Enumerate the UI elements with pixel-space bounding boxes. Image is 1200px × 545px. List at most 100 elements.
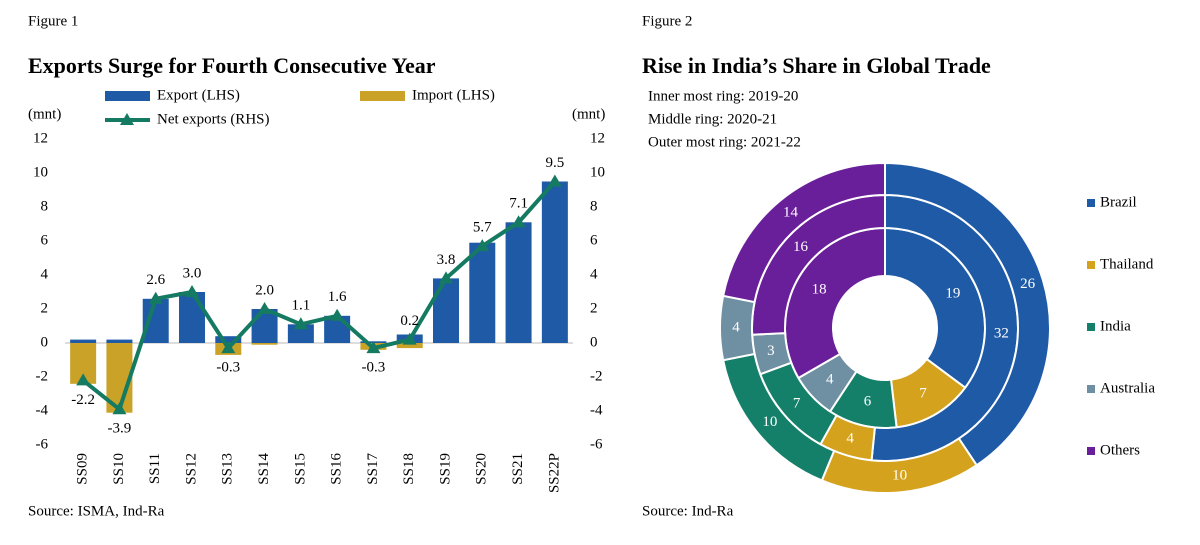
x-tick-label: SS14 (256, 453, 272, 485)
source: Source: Ind-Ra (642, 503, 734, 519)
legend-label: Thailand (1100, 256, 1154, 272)
data-label: 3.8 (437, 252, 456, 268)
x-tick-label: SS11 (147, 453, 163, 484)
bar (541, 181, 568, 343)
legend-label: Import (LHS) (412, 87, 495, 103)
marker (293, 317, 308, 330)
data-label: 7 (793, 395, 801, 411)
data-label: 7 (919, 385, 927, 401)
legend-swatch (1087, 385, 1095, 393)
legend-label: India (1100, 318, 1131, 334)
x-tick-label: SS15 (292, 453, 308, 485)
marker (185, 285, 199, 297)
chart-title: Rise in India’s Share in Global Trade (642, 53, 991, 78)
y-tick-label: 10 (33, 164, 48, 180)
x-tick-label: SS10 (111, 453, 127, 485)
legend-label: Australia (1100, 380, 1155, 396)
bar (106, 339, 133, 343)
marker (112, 402, 127, 415)
data-label: -3.9 (108, 421, 132, 437)
marker (330, 308, 345, 321)
bar (469, 242, 496, 343)
legend-label: Net exports (RHS) (157, 111, 270, 127)
legend-label: Export (LHS) (157, 87, 240, 103)
data-label: 26 (1020, 276, 1036, 292)
x-tick-label: SS16 (329, 453, 345, 485)
bar (433, 278, 459, 343)
ring-label: Inner most ring: 2019-20 (648, 88, 798, 104)
legend-swatch (105, 91, 150, 101)
data-label: 9.5 (545, 155, 564, 171)
data-label: 3 (767, 343, 775, 359)
data-label: -0.3 (216, 360, 240, 376)
data-label: 1.6 (328, 289, 347, 305)
bar (505, 222, 532, 343)
data-label: 3.0 (183, 265, 202, 281)
x-tick-label: SS13 (220, 453, 236, 485)
bar (215, 336, 242, 343)
legend-marker (120, 113, 134, 125)
marker (475, 239, 490, 252)
marker (148, 291, 163, 304)
data-label: 4 (826, 372, 834, 388)
x-tick-label: SS17 (365, 453, 381, 485)
y2-axis-label: (mnt) (572, 106, 605, 122)
y2-tick-label: -4 (590, 402, 603, 418)
bar (179, 292, 205, 343)
marker (76, 373, 91, 386)
legend-swatch (1087, 199, 1095, 207)
data-label: 10 (762, 414, 777, 430)
y2-tick-label: 0 (590, 334, 598, 350)
y2-tick-label: 8 (590, 198, 598, 214)
net-line (81, 180, 557, 413)
x-tick-label: SS20 (474, 453, 490, 485)
data-label: 0.2 (400, 313, 419, 329)
y2-tick-label: 2 (590, 300, 598, 316)
y-tick-label: 2 (41, 300, 49, 316)
y-tick-label: 6 (41, 232, 49, 248)
legend-label: Others (1100, 442, 1140, 458)
x-tick-label: SS09 (75, 453, 91, 485)
y2-tick-label: 10 (590, 164, 605, 180)
y-tick-label: -4 (36, 402, 49, 418)
marker (221, 341, 236, 354)
data-label: 19 (945, 285, 960, 301)
y2-tick-label: 4 (590, 266, 598, 282)
y-axis-label: (mnt) (28, 106, 61, 122)
y-tick-label: 8 (41, 198, 49, 214)
chart-title: Exports Surge for Fourth Consecutive Yea… (28, 53, 436, 78)
figure-label: Figure 2 (642, 13, 692, 29)
y-tick-label: 4 (41, 266, 49, 282)
x-tick-label: SS22P (546, 453, 562, 493)
ring-label: Middle ring: 2020-21 (648, 111, 777, 127)
legend-swatch (1087, 447, 1095, 455)
data-label: 7.1 (509, 196, 528, 212)
legend-swatch (1087, 323, 1095, 331)
data-label: 32 (994, 325, 1009, 341)
data-label: 14 (783, 204, 799, 220)
marker (366, 341, 381, 354)
data-label: 5.7 (473, 220, 492, 236)
marker (439, 271, 453, 284)
x-tick-label: SS19 (437, 453, 453, 485)
data-label: 4 (732, 319, 740, 335)
data-label: 4 (846, 431, 854, 447)
y2-tick-label: 6 (590, 232, 598, 248)
y-tick-label: 0 (41, 334, 49, 350)
data-label: -2.2 (71, 392, 95, 408)
y-tick-label: 12 (33, 130, 48, 146)
x-tick-label: SS21 (510, 453, 526, 485)
ring-label: Outer most ring: 2021-22 (648, 134, 801, 150)
marker (402, 332, 417, 345)
data-label: 2.0 (255, 282, 274, 298)
legend-swatch (360, 91, 405, 101)
data-label: 2.6 (146, 272, 165, 288)
y2-tick-label: -2 (590, 368, 603, 384)
figure-label: Figure 1 (28, 13, 78, 29)
y2-tick-label: -6 (590, 436, 603, 452)
data-label: 16 (793, 239, 809, 255)
data-label: 6 (864, 393, 872, 409)
bar (251, 343, 278, 345)
data-label: 1.1 (291, 298, 310, 314)
